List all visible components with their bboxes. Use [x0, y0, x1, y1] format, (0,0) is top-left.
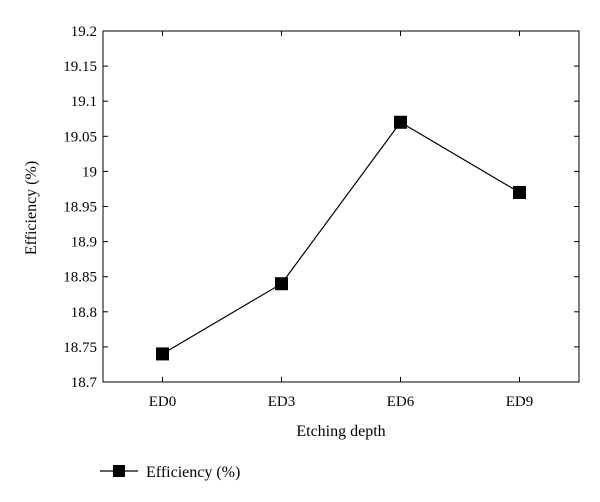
series-line	[162, 121, 520, 355]
data-point	[275, 277, 288, 291]
y-tick-label: 18.75	[63, 340, 97, 356]
y-tick-label: 19.05	[63, 129, 97, 145]
legend: Efficiency (%)	[100, 464, 240, 481]
x-axis-label: Etching depth	[296, 423, 385, 440]
y-tick-label: 19.1	[71, 94, 97, 110]
series-layer	[156, 115, 526, 361]
y-tick-label: 19.2	[71, 24, 97, 40]
y-tick-label: 18.8	[71, 305, 97, 321]
data-point	[513, 185, 526, 199]
x-axis: ED0 ED3 ED6 ED9	[149, 31, 534, 410]
x-tick-label: ED3	[268, 394, 296, 410]
y-axis-label: Efficiency (%)	[23, 161, 40, 255]
y-axis: 18.7 18.75 18.8 18.85 18.9 18.95 19 19.05 19.1 19…	[63, 24, 579, 391]
x-tick-label: ED0	[149, 394, 177, 410]
y-tick-label: 19	[82, 164, 97, 180]
x-tick-label: ED9	[506, 394, 534, 410]
legend-marker	[113, 465, 125, 477]
y-tick-label: 18.7	[71, 375, 98, 391]
legend-label: Efficiency (%)	[146, 464, 240, 481]
y-tick-label: 19.15	[63, 59, 97, 75]
y-tick-label: 18.85	[63, 270, 97, 286]
plot-frame	[102, 30, 580, 383]
x-tick-label: ED6	[387, 394, 415, 410]
y-tick-label: 18.9	[71, 235, 97, 251]
data-point	[156, 347, 169, 361]
data-point	[394, 115, 407, 129]
plot-border	[102, 30, 580, 383]
y-tick-label: 18.95	[63, 200, 97, 216]
